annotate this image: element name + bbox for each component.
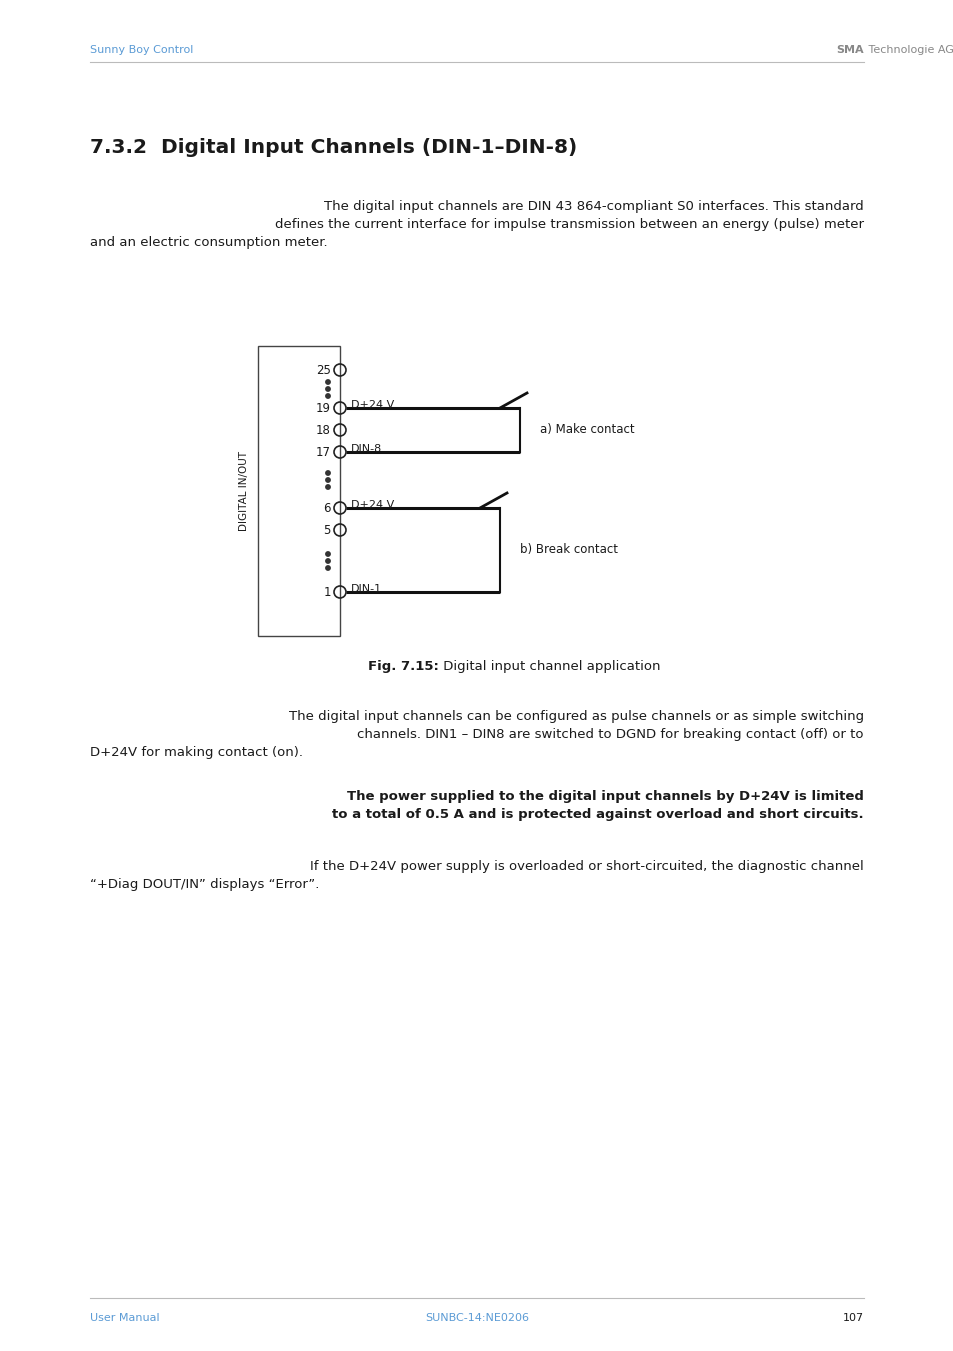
Text: The digital input channels can be configured as pulse channels or as simple swit: The digital input channels can be config… [289, 711, 863, 723]
Circle shape [326, 478, 330, 482]
Text: 17: 17 [315, 446, 331, 458]
Circle shape [326, 551, 330, 557]
Text: defines the current interface for impulse transmission between an energy (pulse): defines the current interface for impuls… [274, 218, 863, 231]
Circle shape [326, 485, 330, 489]
Text: 6: 6 [323, 501, 331, 515]
Text: If the D+24V power supply is overloaded or short-circuited, the diagnostic chann: If the D+24V power supply is overloaded … [310, 861, 863, 873]
Circle shape [326, 393, 330, 399]
Text: The digital input channels are DIN 43 864-compliant S0 interfaces. This standard: The digital input channels are DIN 43 86… [324, 200, 863, 213]
Text: D+24 V: D+24 V [351, 500, 394, 509]
Circle shape [326, 386, 330, 392]
Text: 5: 5 [323, 523, 331, 536]
Circle shape [326, 566, 330, 570]
Text: Technologie AG: Technologie AG [864, 45, 953, 55]
Text: 1: 1 [323, 585, 331, 598]
Text: D+24V for making contact (on).: D+24V for making contact (on). [90, 746, 303, 759]
Text: and an electric consumption meter.: and an electric consumption meter. [90, 236, 327, 249]
Circle shape [326, 380, 330, 384]
Text: 19: 19 [315, 401, 331, 415]
Text: Digital input channel application: Digital input channel application [438, 661, 659, 673]
Text: SUNBC-14:NE0206: SUNBC-14:NE0206 [424, 1313, 529, 1323]
Text: b) Break contact: b) Break contact [519, 543, 618, 557]
Text: 18: 18 [315, 423, 331, 436]
Bar [257, 346, 339, 636]
Text: 25: 25 [315, 363, 331, 377]
Text: “+Diag DOUT/IN” displays “Error”.: “+Diag DOUT/IN” displays “Error”. [90, 878, 319, 892]
Text: User Manual: User Manual [90, 1313, 159, 1323]
Text: DIN-8: DIN-8 [351, 444, 382, 454]
Text: a) Make contact: a) Make contact [539, 423, 634, 436]
Text: Fig. 7.15:: Fig. 7.15: [368, 661, 438, 673]
Text: 107: 107 [842, 1313, 863, 1323]
Text: 7.3.2  Digital Input Channels (DIN-1–DIN-8): 7.3.2 Digital Input Channels (DIN-1–DIN-… [90, 138, 577, 157]
Text: channels. DIN1 – DIN8 are switched to DGND for breaking contact (off) or to: channels. DIN1 – DIN8 are switched to DG… [357, 728, 863, 740]
Text: Sunny Boy Control: Sunny Boy Control [90, 45, 193, 55]
Text: SMA: SMA [836, 45, 863, 55]
Text: to a total of 0.5 A and is protected against overload and short circuits.: to a total of 0.5 A and is protected aga… [332, 808, 863, 821]
Text: D+24 V: D+24 V [351, 400, 394, 409]
Circle shape [326, 559, 330, 563]
Circle shape [326, 470, 330, 476]
Text: DIN-1: DIN-1 [351, 584, 382, 594]
Text: DIGITAL IN/OUT: DIGITAL IN/OUT [239, 451, 249, 531]
Text: The power supplied to the digital input channels by D+24V is limited: The power supplied to the digital input … [347, 790, 863, 802]
